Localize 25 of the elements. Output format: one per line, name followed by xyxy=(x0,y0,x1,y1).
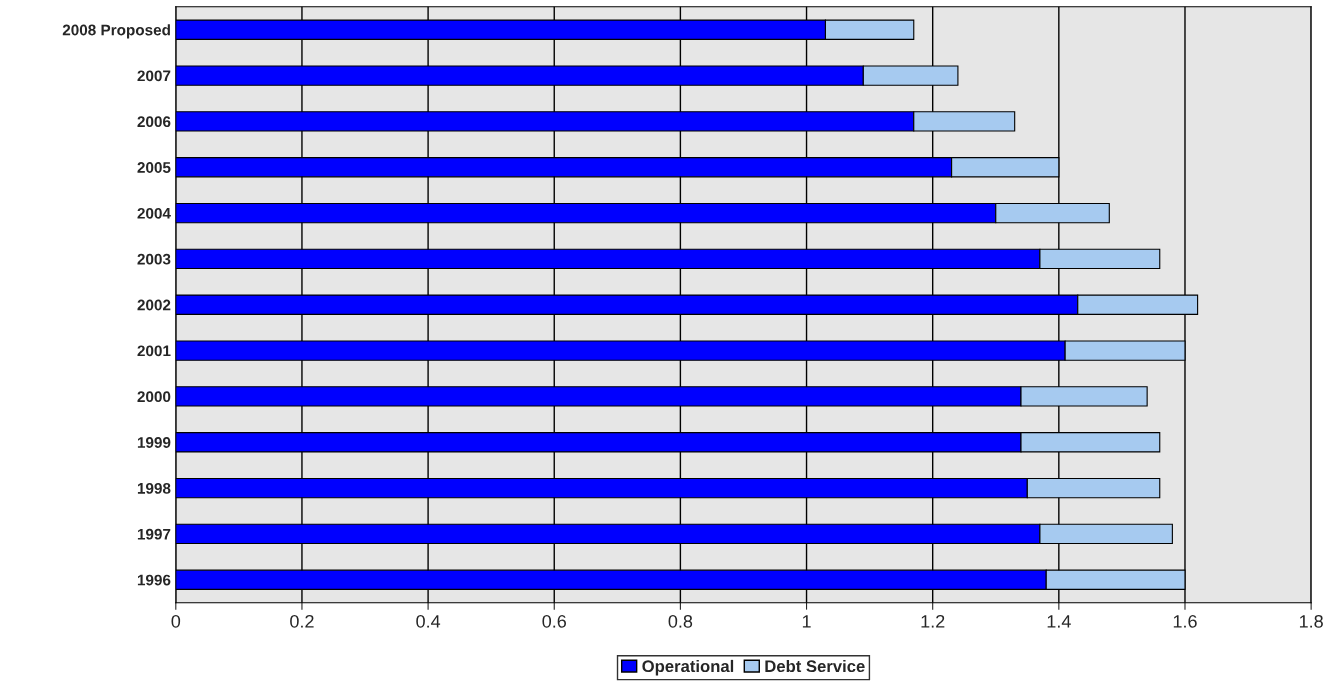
y-tick-label: 2004 xyxy=(137,207,171,219)
x-tick-label: 0.2 xyxy=(290,614,314,628)
y-tick-label: 2008 Proposed xyxy=(62,24,170,39)
y-tick-label: 2003 xyxy=(137,253,171,265)
legend-label: Operational xyxy=(642,659,734,676)
x-tick-label: 1.8 xyxy=(1299,614,1323,628)
y-tick-label: 2007 xyxy=(137,70,171,82)
x-tick-label: 0.8 xyxy=(668,614,693,628)
y-tick-label: 2002 xyxy=(137,299,171,311)
y-tick-label: 1999 xyxy=(137,437,171,448)
y-tick-label: 1996 xyxy=(137,574,171,586)
x-tick-label: 1.6 xyxy=(1173,614,1197,628)
x-tick-label: 0 xyxy=(171,614,181,628)
x-tick-label: 0.4 xyxy=(416,614,441,628)
y-tick-label: 2006 xyxy=(137,116,171,128)
legend-label: Debt Service xyxy=(765,659,865,673)
x-tick-label: 1 xyxy=(802,615,811,628)
x-tick-label: 0.6 xyxy=(542,614,566,628)
y-tick-label: 1997 xyxy=(137,528,171,540)
x-tick-label: 1.2 xyxy=(921,614,945,628)
x-tick-label: 1.4 xyxy=(1047,615,1071,628)
y-tick-label: 1998 xyxy=(137,482,171,494)
y-tick-label: 2000 xyxy=(137,391,171,403)
y-tick-label: 2005 xyxy=(137,162,171,173)
y-tick-label: 2001 xyxy=(137,345,171,357)
